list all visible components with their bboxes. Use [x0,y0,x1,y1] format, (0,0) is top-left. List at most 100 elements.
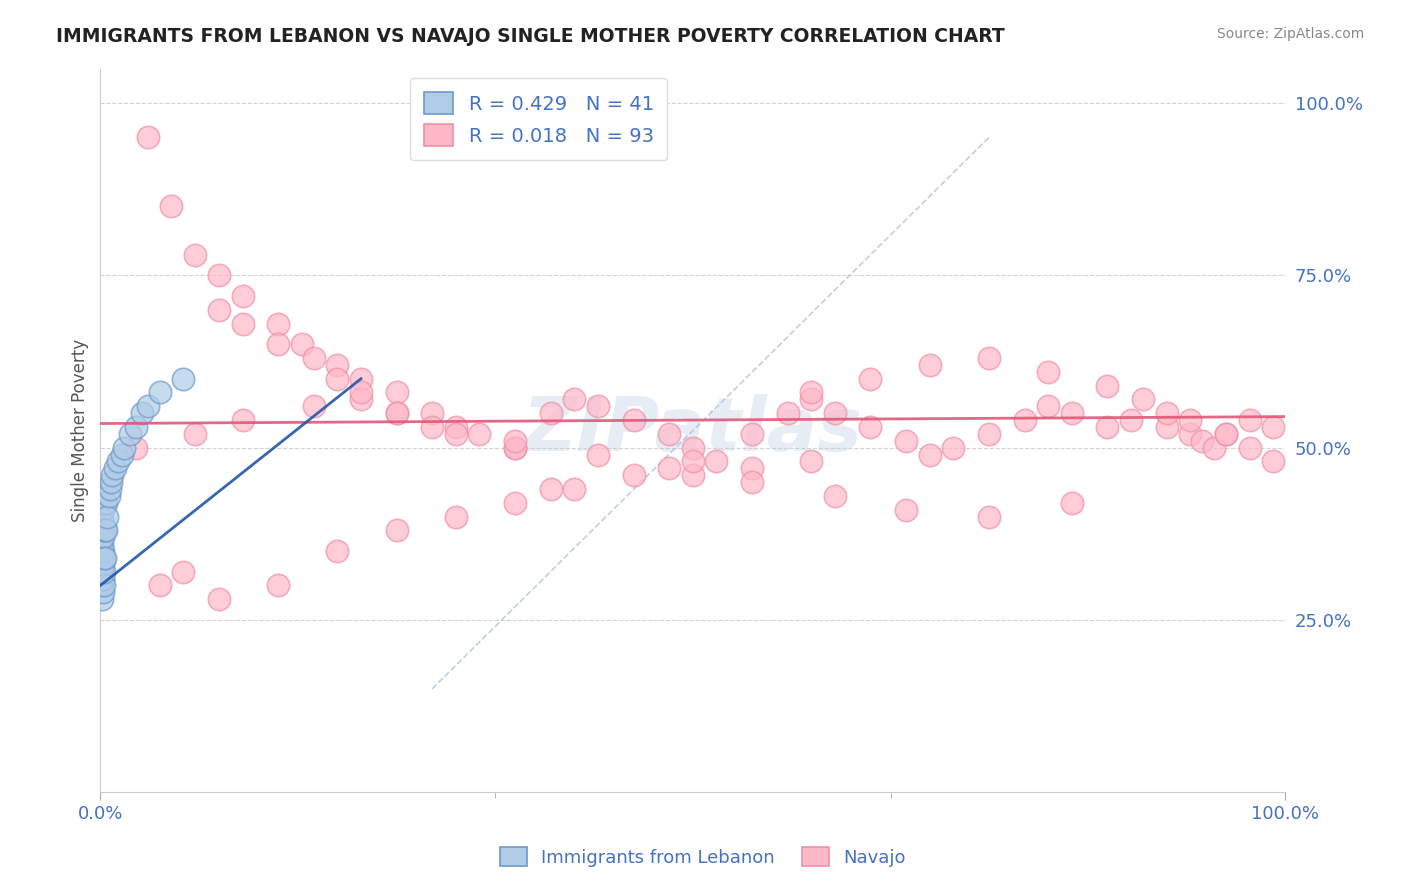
Text: Source: ZipAtlas.com: Source: ZipAtlas.com [1216,27,1364,41]
Legend: R = 0.429   N = 41, R = 0.018   N = 93: R = 0.429 N = 41, R = 0.018 N = 93 [411,78,668,160]
Point [859,372,882,386]
Point [326,372,349,386]
Point [1060,496,1083,510]
Point [97,489,120,503]
Point [111,448,134,462]
Point [623,468,645,483]
Point [586,399,609,413]
Point [100,475,122,489]
Point [208,268,231,283]
Point [90,537,112,551]
Point [977,426,1000,441]
Point [302,399,325,413]
Point [350,385,373,400]
Point [682,454,704,468]
Point [1202,441,1225,455]
Point [776,406,799,420]
Point [184,426,207,441]
Point [184,247,207,261]
Point [1038,365,1060,379]
Point [562,482,585,496]
Point [741,475,763,489]
Point [231,317,253,331]
Point [91,558,114,572]
Point [444,509,467,524]
Point [1097,420,1119,434]
Point [682,441,704,455]
Point [1156,420,1178,434]
Text: ZIPatlas: ZIPatlas [523,394,863,467]
Point [90,524,112,538]
Point [94,496,117,510]
Point [977,351,1000,365]
Point [918,448,941,462]
Point [682,468,704,483]
Point [1263,420,1285,434]
Point [90,592,112,607]
Point [136,399,159,413]
Point [623,413,645,427]
Point [160,199,183,213]
Point [112,441,135,455]
Point [91,516,114,531]
Point [101,468,124,483]
Point [96,496,118,510]
Point [93,565,115,579]
Point [1132,392,1154,407]
Point [136,130,159,145]
Point [267,337,290,351]
Point [942,441,965,455]
Point [894,502,917,516]
Point [96,509,118,524]
Point [98,482,121,496]
Point [540,482,562,496]
Point [444,420,467,434]
Point [107,454,129,468]
Point [1121,413,1143,427]
Point [800,392,823,407]
Point [94,524,117,538]
Point [1239,413,1261,427]
Point [503,441,526,455]
Point [503,434,526,448]
Point [208,302,231,317]
Y-axis label: Single Mother Poverty: Single Mother Poverty [72,339,89,522]
Point [385,406,408,420]
Point [918,358,941,372]
Point [91,530,114,544]
Point [741,461,763,475]
Point [90,544,112,558]
Point [231,413,253,427]
Point [91,572,114,586]
Point [1191,434,1213,448]
Point [824,489,846,503]
Point [385,385,408,400]
Point [894,434,917,448]
Point [90,550,112,565]
Point [267,317,290,331]
Point [326,544,349,558]
Point [385,406,408,420]
Point [540,406,562,420]
Point [1097,378,1119,392]
Point [1215,426,1237,441]
Point [208,592,231,607]
Point [94,550,117,565]
Point [824,406,846,420]
Point [1239,441,1261,455]
Text: IMMIGRANTS FROM LEBANON VS NAVAJO SINGLE MOTHER POVERTY CORRELATION CHART: IMMIGRANTS FROM LEBANON VS NAVAJO SINGLE… [56,27,1005,45]
Point [977,509,1000,524]
Point [385,524,408,538]
Point [90,530,112,544]
Point [118,426,141,441]
Point [326,358,349,372]
Point [444,426,467,441]
Point [420,406,443,420]
Point [503,496,526,510]
Point [586,448,609,462]
Legend: Immigrants from Lebanon, Navajo: Immigrants from Lebanon, Navajo [492,840,914,874]
Point [658,426,681,441]
Point [1180,426,1202,441]
Point [96,524,118,538]
Point [859,420,882,434]
